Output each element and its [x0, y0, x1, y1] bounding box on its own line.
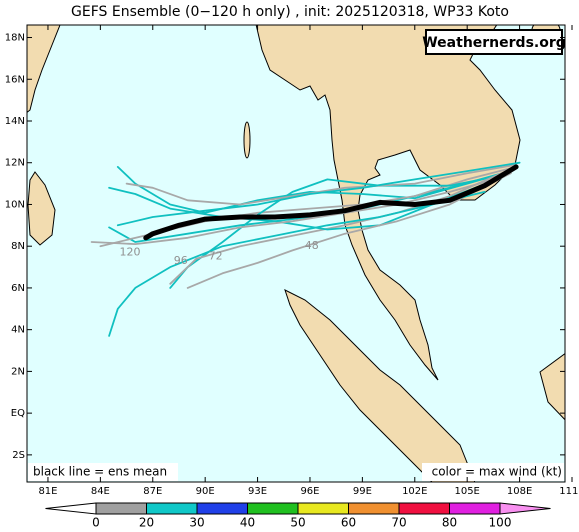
colorbar-arrow	[499, 502, 551, 515]
legend-note: black line = ens mean	[33, 465, 167, 479]
colorbar-segment	[196, 502, 248, 515]
hour-label: 48	[305, 239, 319, 252]
hour-label: 120	[120, 245, 141, 258]
colorbar-segment	[398, 502, 450, 515]
colorbar-label: 20	[139, 516, 154, 530]
colorbar-label: 80	[442, 516, 457, 530]
watermark-box	[425, 29, 563, 55]
colorbar-arrow	[45, 502, 97, 515]
legend-note-box	[28, 463, 178, 481]
y-tick-label: 10N	[5, 199, 25, 210]
y-tick-label: 8N	[11, 241, 25, 252]
y-tick-label: 2N	[11, 366, 25, 377]
x-tick-label: 96E	[300, 486, 319, 497]
y-tick-label: 18N	[5, 33, 25, 44]
member-track	[108, 176, 503, 231]
y-tick-label: 4N	[11, 325, 25, 336]
hour-label: 72	[209, 250, 223, 263]
andaman-islands	[243, 121, 251, 159]
member-track	[116, 166, 512, 214]
x-tick-label: 111E	[559, 486, 579, 497]
y-tick-label: 2S	[12, 450, 25, 461]
sumatra	[284, 289, 476, 482]
mean-track	[143, 164, 519, 241]
member-track	[108, 172, 503, 243]
y-tick-label: 16N	[5, 74, 25, 85]
x-tick-label: 102E	[402, 486, 427, 497]
color-note-box	[422, 463, 564, 481]
x-tick-label: 108E	[507, 486, 532, 497]
sri-lanka	[27, 171, 56, 246]
member-track	[90, 176, 503, 245]
x-tick-label: 84E	[91, 486, 110, 497]
colorbar-segment	[95, 502, 147, 515]
member-track	[186, 172, 512, 289]
borneo	[539, 353, 565, 421]
colorbar-segment	[146, 502, 198, 515]
x-tick-label: 93E	[248, 486, 267, 497]
colorbar-label: 60	[341, 516, 356, 530]
india	[27, 25, 61, 114]
member-track	[125, 163, 517, 206]
colorbar-label: 70	[391, 516, 406, 530]
x-tick-label: 87E	[143, 486, 162, 497]
map-title: GEFS Ensemble (0−120 h only) , init: 202…	[71, 4, 509, 20]
x-tick-label: 81E	[38, 486, 57, 497]
colorbar-segment	[348, 502, 400, 515]
track-layer: 120 96 72 48	[90, 161, 521, 337]
colorbar-label: 0	[92, 516, 100, 530]
x-tick-label: 90E	[196, 486, 215, 497]
colorbar-segment	[247, 502, 299, 515]
land-layer	[27, 25, 565, 482]
colorbar-label: 50	[290, 516, 305, 530]
member-track	[116, 161, 521, 227]
colorbar-label: 30	[189, 516, 204, 530]
hour-label: 96	[174, 254, 188, 267]
mainland-southeast-asia	[255, 25, 521, 381]
y-tick-label: EQ	[11, 408, 25, 419]
y-tick-label: 6N	[11, 283, 25, 294]
y-tick-label: 12N	[5, 158, 25, 169]
colorbar-label: 100	[489, 516, 512, 530]
map-frame	[26, 24, 566, 483]
colorbar-segment	[297, 502, 349, 515]
member-track	[108, 191, 486, 337]
colorbar-segment	[449, 502, 501, 515]
colorbar-label: 40	[240, 516, 255, 530]
y-tick-label: 14N	[5, 116, 25, 127]
x-tick-label: 99E	[353, 486, 372, 497]
x-tick-label: 105E	[454, 486, 479, 497]
color-note: color = max wind (kt)	[432, 465, 562, 479]
watermark: Weathernerds.org	[422, 35, 566, 51]
